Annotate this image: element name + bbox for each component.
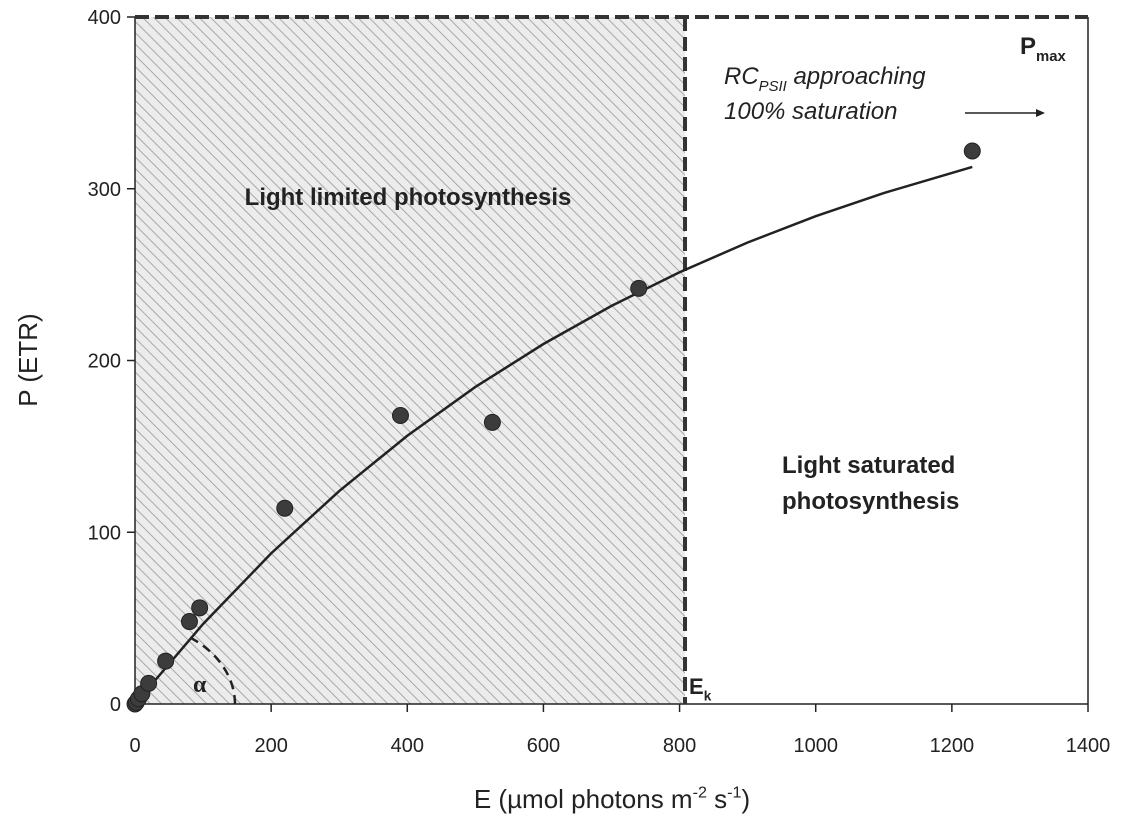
annotation-part: 100% saturation: [724, 98, 897, 125]
y-tick-label: 200: [88, 351, 121, 373]
annotation: 100% saturation: [724, 98, 897, 125]
annotation-part: Light saturated: [782, 452, 955, 479]
annotation-part: approaching: [787, 63, 926, 90]
y-tick-label: 300: [88, 179, 121, 201]
annotation-part: P: [1020, 33, 1036, 60]
data-point: [157, 652, 175, 670]
x-axis-label-part: E (µmol photons m: [474, 784, 693, 814]
y-axis-label: P (ETR): [13, 313, 43, 406]
annotation-part: k: [704, 689, 712, 704]
annotation-part: RC: [724, 63, 759, 90]
x-axis-label-part: -2: [693, 784, 707, 802]
data-point: [630, 279, 648, 297]
data-point: [483, 413, 501, 431]
x-tick-label: 200: [254, 735, 287, 757]
x-axis-label-part: s: [707, 784, 727, 814]
x-tick-label: 1200: [930, 735, 975, 757]
data-point: [963, 142, 981, 160]
arrow-head: [1036, 109, 1045, 117]
x-tick-label: 1000: [793, 735, 838, 757]
x-tick-label: 600: [527, 735, 560, 757]
annotation-part: E: [689, 674, 704, 699]
data-point: [180, 613, 198, 631]
x-tick-label: 800: [663, 735, 696, 757]
annotation-part: max: [1036, 49, 1066, 65]
data-point: [140, 674, 158, 692]
x-axis-label-part: -1: [727, 784, 741, 802]
annotation: Ek: [689, 674, 712, 704]
alpha-arc: [186, 634, 237, 705]
annotation: photosynthesis: [782, 488, 959, 515]
fit-curve: [134, 165, 973, 705]
annotation-part: Light limited photosynthesis: [245, 184, 572, 211]
x-axis-label-part: ): [741, 784, 750, 814]
x-axis-label: E (µmol photons m-2 s-1): [474, 784, 750, 814]
y-tick-label: 400: [88, 7, 121, 29]
data-point: [276, 499, 294, 517]
annotation-part: α: [193, 672, 207, 698]
x-tick-label: 1400: [1066, 735, 1111, 757]
x-tick-label: 0: [129, 735, 140, 757]
annotation-part: photosynthesis: [782, 488, 959, 515]
x-tick-label: 400: [391, 735, 424, 757]
light-limited-region: [135, 17, 686, 704]
y-tick-label: 100: [88, 522, 121, 544]
data-point: [391, 406, 409, 424]
annotation: Light limited photosynthesis: [245, 184, 572, 211]
annotation-part: PSII: [759, 79, 787, 95]
annotation: α: [193, 672, 207, 698]
data-point: [191, 599, 209, 617]
y-tick-label: 0: [110, 694, 121, 716]
annotation: RCPSII approaching: [724, 63, 926, 95]
annotation: Light saturated: [782, 452, 955, 479]
annotation: Pmax: [1020, 33, 1067, 65]
